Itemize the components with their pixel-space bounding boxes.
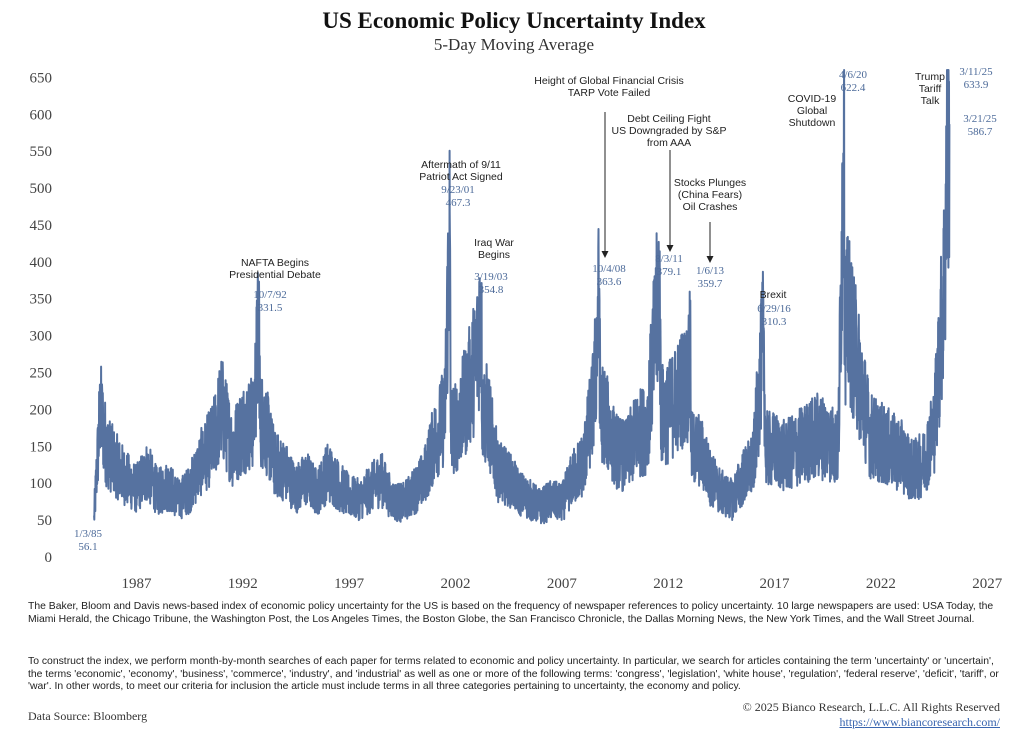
y-tick-label: 250 (30, 366, 53, 382)
y-tick-label: 150 (30, 439, 53, 455)
annotation-label: US Downgraded by S&P (612, 125, 727, 137)
annotation-date: 10/4/08 (592, 263, 626, 275)
annotation-value: 363.6 (597, 276, 622, 288)
annotation-label: Talk (921, 95, 940, 107)
y-tick-label: 400 (30, 255, 53, 271)
y-tick-label: 350 (30, 292, 53, 308)
annotation-value: 379.1 (657, 266, 682, 278)
x-tick-label: 2002 (440, 576, 470, 592)
y-tick-label: 50 (37, 513, 52, 529)
annotation-label: (China Fears) (678, 189, 742, 201)
annotation-label: Patriot Act Signed (419, 171, 503, 183)
annotation-value: 331.5 (258, 302, 283, 314)
annotation-label: COVID-19 (788, 93, 837, 105)
annotation-label: Tariff (919, 83, 942, 95)
annotation-label: NAFTA Begins (241, 257, 309, 269)
x-tick-label: 1992 (228, 576, 258, 592)
y-tick-label: 200 (30, 402, 53, 418)
annotation-label: Aftermath of 9/11 (421, 159, 501, 171)
annotation-date: 8/3/11 (655, 253, 683, 265)
chart-subtitle: 5-Day Moving Average (434, 35, 594, 54)
annotation-label: Brexit (760, 289, 787, 301)
annotation-date: 1/3/85 (74, 528, 103, 540)
annotation-value: 310.3 (762, 316, 787, 328)
chart-svg: US Economic Policy Uncertainty Index 5-D… (30, 8, 1003, 592)
annotation-date: 4/6/20 (839, 69, 868, 81)
x-tick-label: 2022 (866, 576, 896, 592)
annotation-date: 1/6/13 (696, 265, 725, 277)
annotation-date: 3/19/03 (474, 271, 508, 283)
annotation-value: 359.7 (698, 278, 723, 290)
x-axis: 1987 1992 1997 2002 2007 2012 2017 2022 2027 (121, 576, 1002, 592)
series-line (93, 69, 951, 525)
series-line-group (93, 69, 951, 525)
data-source: Data Source: Bloomberg (28, 709, 148, 723)
annotation-value: 622.4 (841, 82, 866, 94)
methodology-note-2: To construct the index, we perform month… (28, 656, 999, 693)
annotation-date: 10/7/92 (253, 289, 287, 301)
x-tick-label: 1987 (121, 576, 152, 592)
annotation-arrowhead (601, 251, 609, 258)
annotation-date: 6/29/16 (757, 303, 791, 315)
annotation-label: Debt Ceiling Fight (627, 113, 711, 125)
annotation-label: Presidential Debate (229, 269, 321, 281)
annotation-value: 467.3 (446, 197, 471, 209)
annotation-value: 56.1 (78, 541, 97, 553)
x-tick-label: 2012 (653, 576, 683, 592)
annotation-label: from AAA (647, 137, 691, 149)
y-tick-label: 0 (45, 550, 53, 566)
y-tick-label: 500 (30, 181, 53, 197)
annotation-date: 9/23/01 (441, 184, 475, 196)
annotation-arrowhead (666, 245, 674, 252)
chart-title: US Economic Policy Uncertainty Index (322, 8, 706, 33)
website-link[interactable]: https://www.biancoresearch.com/ (839, 715, 1000, 729)
annotation-date: 3/11/25 (959, 66, 993, 78)
annotation-arrowhead (706, 256, 714, 263)
x-tick-label: 2017 (760, 576, 791, 592)
x-tick-label: 1997 (334, 576, 365, 592)
y-tick-label: 450 (30, 218, 53, 234)
annotation-label: Shutdown (789, 117, 836, 129)
annotation-label: Iraq War (474, 237, 514, 249)
annotation-label: Trump (915, 71, 945, 83)
annotation-value: 354.8 (479, 284, 504, 296)
copyright: © 2025 Bianco Research, L.L.C. All Right… (742, 700, 1000, 714)
annotation-label: Global (797, 105, 827, 117)
annotation-value: 586.7 (968, 126, 993, 138)
annotation-label: TARP Vote Failed (568, 87, 651, 99)
methodology-note-1: The Baker, Bloom and Davis news-based in… (28, 601, 994, 625)
y-tick-label: 600 (30, 107, 53, 123)
y-tick-label: 650 (30, 70, 53, 86)
y-axis: 0 50 100 150 200 250 300 350 400 450 500 550 600 650 (30, 70, 53, 566)
y-tick-label: 100 (30, 476, 53, 492)
y-tick-label: 300 (30, 329, 53, 345)
annotation-label: Begins (478, 249, 510, 261)
x-tick-label: 2027 (972, 576, 1003, 592)
annotation-date: 3/21/25 (963, 113, 997, 125)
annotation-value: 633.9 (964, 79, 989, 91)
annotation-label: Stocks Plunges (674, 177, 746, 189)
annotation-label: Oil Crashes (683, 201, 738, 213)
x-tick-label: 2007 (547, 576, 578, 592)
y-tick-label: 550 (30, 144, 53, 160)
annotation-label: Height of Global Financial Crisis (534, 75, 683, 87)
